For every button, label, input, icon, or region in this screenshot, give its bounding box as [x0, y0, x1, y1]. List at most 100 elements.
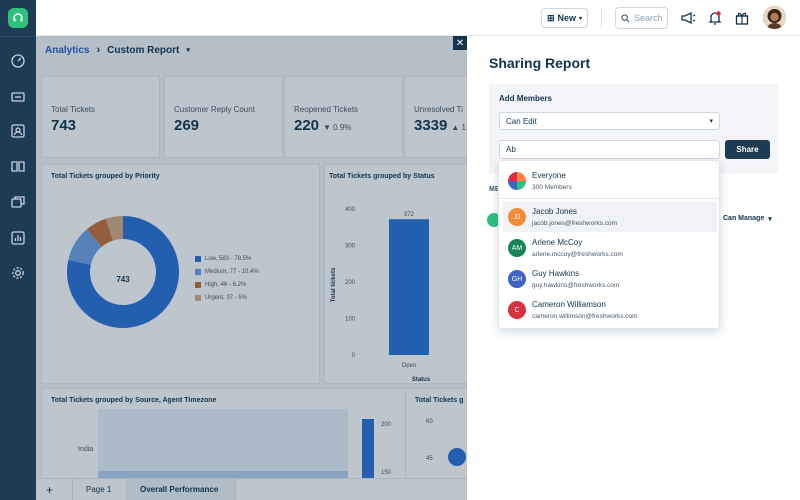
- y-tick: 60: [426, 419, 433, 425]
- add-page-button[interactable]: +: [46, 483, 54, 497]
- search-icon: [621, 13, 630, 22]
- member-permission-dropdown[interactable]: Can Manage ▾: [723, 215, 772, 223]
- card-title: Total Tickets grouped by Status: [329, 173, 435, 180]
- y-tick-label: 100: [345, 317, 356, 323]
- add-members-section: Add Members Can Edit ▾ Ab Share: [489, 84, 778, 173]
- card-title: Total Tickets grouped by Priority: [51, 173, 160, 180]
- modal-backdrop[interactable]: [36, 36, 467, 500]
- x-axis-label: Status: [412, 377, 431, 383]
- members-heading: ME: [489, 186, 500, 193]
- suggestion-avatar: JJ: [508, 208, 526, 226]
- heatmap-cell: [98, 471, 348, 479]
- suggestion-subtitle: 300 Members: [532, 184, 572, 191]
- app-logo-icon[interactable]: [8, 8, 28, 28]
- chevron-down-icon[interactable]: ▾: [186, 47, 190, 54]
- metric-value: 3339 ▲ 1: [414, 117, 466, 134]
- breadcrumb-analytics-link[interactable]: Analytics: [45, 44, 90, 56]
- legend-swatch: [195, 282, 201, 288]
- legend-item: Medium, 77 - 10.4%: [195, 269, 259, 275]
- share-button[interactable]: Share: [725, 140, 770, 159]
- suggestion-email: arlene.mccoy@freshworks.com: [532, 251, 623, 258]
- suggestion-cameron-williamson[interactable]: C Cameron Williamson cameron.willimson@f…: [503, 295, 717, 325]
- bar-open[interactable]: [389, 219, 429, 355]
- x-category-label: Open: [402, 363, 417, 369]
- priority-chart-card[interactable]: Total Tickets grouped by Priority 743 Lo…: [41, 164, 320, 384]
- tickets-icon[interactable]: [9, 88, 27, 106]
- legend-swatch: [195, 269, 201, 275]
- top-bar: ⊞ New ▾ Search: [36, 0, 800, 36]
- suggestion-name: Jacob Jones: [532, 207, 577, 216]
- legend-label: High, 46 - 6.2%: [205, 282, 247, 288]
- gift-icon[interactable]: [734, 10, 750, 26]
- plus-square-icon: ⊞: [546, 12, 555, 23]
- suggestion-avatar: AM: [508, 239, 526, 257]
- metric-card[interactable]: Reopened Tickets 220 ▼ 0.9%: [284, 76, 403, 158]
- legend-item: Low, 583 - 78.5%: [195, 256, 251, 262]
- panel-title: Sharing Report: [489, 55, 591, 71]
- member-suggestions-dropdown: Everyone 300 Members JJ Jacob Jones jaco…: [498, 160, 720, 329]
- y-tick: 45: [426, 456, 433, 462]
- suggestion-name: Everyone: [532, 171, 566, 180]
- suggestion-name: Cameron Williamson: [532, 300, 606, 309]
- legend-label: Urgent, 37 - 5%: [205, 295, 248, 301]
- metric-card[interactable]: Unresolved Ti 3339 ▲ 1: [404, 76, 467, 158]
- metric-value: 220 ▼ 0.9%: [294, 117, 352, 134]
- breadcrumb-current-report[interactable]: Custom Report: [107, 44, 180, 56]
- analytics-icon[interactable]: [9, 229, 27, 247]
- member-search-value: Ab: [506, 145, 516, 154]
- search-box[interactable]: Search: [615, 7, 668, 29]
- status-chart-card[interactable]: Total Tickets grouped by Status 400 300 20…: [324, 164, 467, 384]
- chevron-down-icon: ▾: [768, 216, 772, 223]
- scatter-point: [448, 448, 466, 466]
- y-tick-label: 300: [345, 244, 356, 250]
- tab-overall-performance[interactable]: Overall Performance: [126, 479, 236, 500]
- heatmap-row-label: India: [78, 446, 94, 453]
- conversations-icon[interactable]: [9, 193, 27, 211]
- member-permission-label: Can Manage: [723, 215, 765, 222]
- donut-slice-medium[interactable]: [68, 229, 102, 265]
- close-icon[interactable]: ✕: [453, 36, 467, 50]
- suggestion-email: guy.hawkins@freshworks.com: [532, 282, 620, 289]
- contacts-icon[interactable]: [9, 122, 27, 140]
- suggestion-arlene-mccoy[interactable]: AM Arlene McCoy arlene.mccoy@freshworks.…: [503, 233, 717, 263]
- announcement-megaphone-icon[interactable]: [680, 10, 696, 26]
- group-avatar: [508, 172, 526, 190]
- suggestion-guy-hawkins[interactable]: GH Guy Hawkins guy.hawkins@freshworks.co…: [503, 264, 717, 294]
- y-tick-label: 200: [345, 280, 356, 286]
- bar-value-label: 372: [404, 212, 415, 218]
- tab-label: Overall Performance: [140, 485, 219, 494]
- report-canvas: Analytics › Custom Report ▾ Total Ticket…: [36, 36, 467, 500]
- suggestion-everyone[interactable]: Everyone 300 Members: [503, 166, 717, 196]
- chevron-down-icon: ▾: [579, 15, 583, 22]
- metric-delta: ▲ 1: [451, 123, 466, 132]
- new-button-label: New: [557, 13, 577, 23]
- priority-donut-chart: [67, 216, 179, 328]
- breadcrumb: Analytics › Custom Report ▾: [45, 44, 190, 56]
- member-avatar: [487, 213, 501, 227]
- new-button[interactable]: ⊞ New ▾: [541, 8, 588, 28]
- permission-select[interactable]: Can Edit ▾: [499, 112, 720, 130]
- knowledge-base-icon[interactable]: [9, 157, 27, 175]
- legend-item: Urgent, 37 - 5%: [195, 295, 247, 301]
- scale-tick: 200: [381, 422, 392, 428]
- metric-label: Unresolved Ti: [414, 105, 463, 114]
- donut-slice-urgent[interactable]: [105, 216, 123, 241]
- tab-page-1[interactable]: Page 1: [86, 485, 112, 494]
- search-placeholder: Search: [634, 13, 663, 23]
- dashboard-icon[interactable]: [9, 52, 27, 70]
- notification-bell-icon[interactable]: [707, 10, 723, 26]
- donut-slice-low[interactable]: [67, 216, 179, 328]
- member-search-input[interactable]: Ab: [499, 140, 720, 159]
- metric-label: Total Tickets: [51, 105, 96, 114]
- settings-gear-icon[interactable]: [9, 264, 27, 282]
- sidebar-divider: [0, 36, 36, 37]
- suggestion-jacob-jones[interactable]: JJ Jacob Jones jacob.jones@freshworks.co…: [503, 202, 717, 232]
- y-axis-label: Total tickets: [331, 267, 337, 302]
- metric-card[interactable]: Total Tickets 743: [41, 76, 160, 158]
- metric-card[interactable]: Customer Reply Count 269: [164, 76, 283, 158]
- user-avatar[interactable]: [763, 6, 786, 29]
- donut-slice-high[interactable]: [86, 218, 113, 247]
- sidebar: [0, 0, 36, 500]
- metric-value: 269: [174, 117, 200, 134]
